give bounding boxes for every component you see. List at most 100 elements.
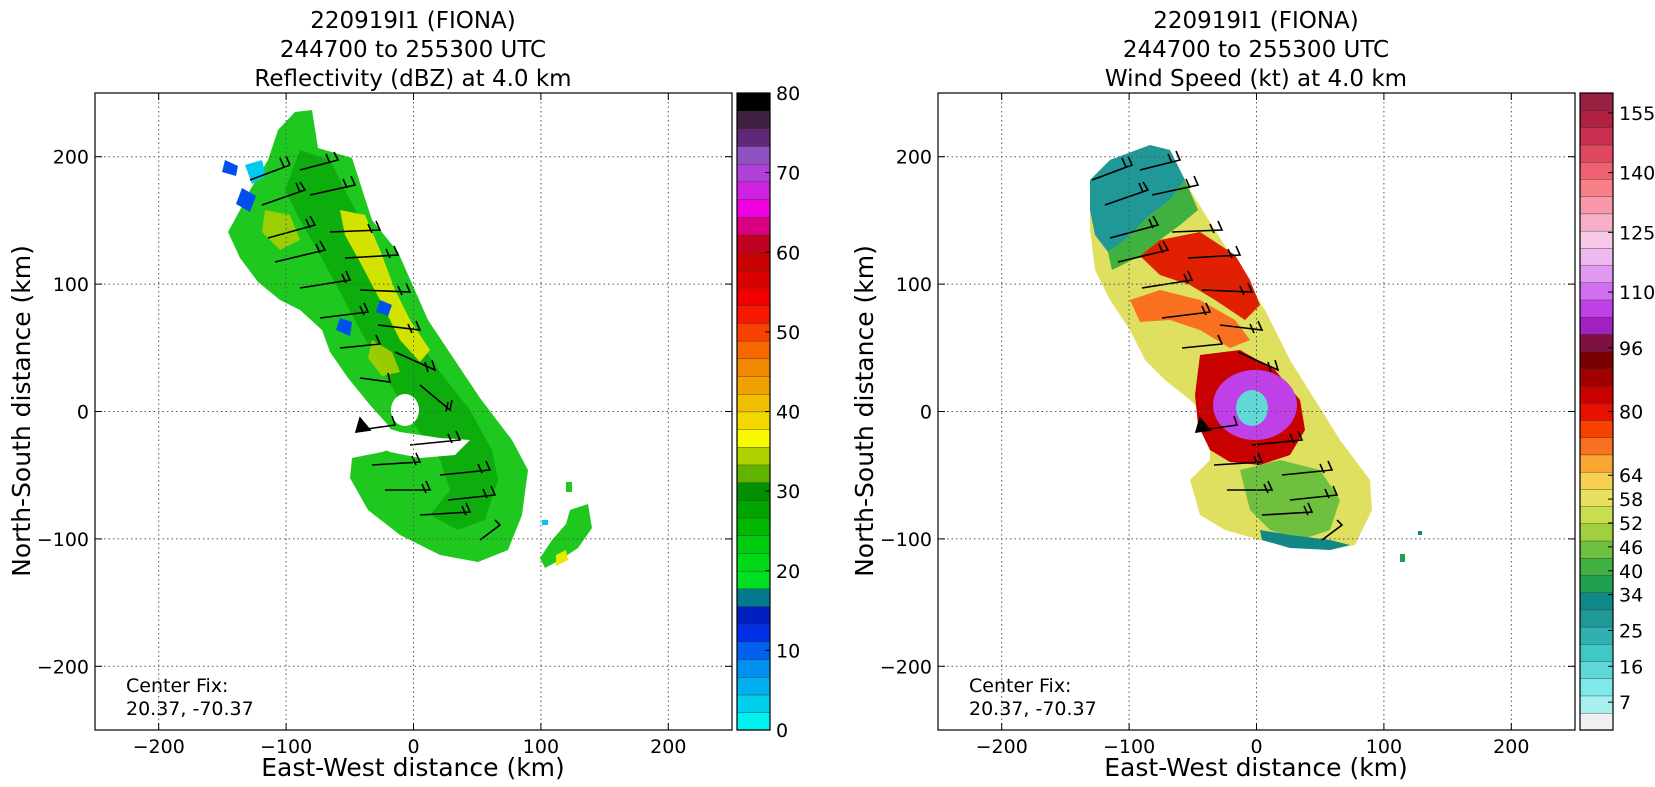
colorbar-segment: [736, 535, 771, 554]
reflectivity-high-2: [262, 210, 400, 376]
y-tick-label: 200: [53, 147, 89, 169]
colorbar-tick-label: 7: [1619, 692, 1631, 714]
y-tick-label: −200: [37, 656, 89, 678]
colorbar-tick-label: 70: [776, 163, 800, 185]
colorbar-segment: [1579, 557, 1614, 576]
wind-barbs: [1091, 150, 1344, 541]
colorbar-segment: [1579, 574, 1614, 593]
colorbar-segment: [736, 623, 771, 643]
colorbar-segment: [736, 464, 771, 483]
y-tick-label: 0: [77, 402, 89, 424]
colorbar-tick-label: 25: [1619, 620, 1643, 642]
panel-title-line-2: 244700 to 255300 UTC: [280, 37, 546, 63]
y-tick-label: −200: [880, 656, 932, 678]
colorbar-segment: [1579, 660, 1614, 679]
colorbar-segment: [1579, 385, 1614, 404]
colorbar-segment: [1579, 695, 1614, 714]
annotation-line-2: 20.37, -70.37: [126, 698, 254, 720]
colorbar-tick-label: 80: [1619, 402, 1643, 424]
colorbar-segment: [736, 588, 771, 607]
colorbar-segment: [736, 287, 771, 306]
eye-gap: [360, 420, 470, 458]
colorbar-tick-label: 20: [776, 561, 800, 583]
reflectivity-speck: [566, 482, 572, 492]
colorbar-segment: [736, 252, 771, 271]
colorbar-segment: [1579, 247, 1614, 266]
y-tick-label: 100: [896, 274, 932, 296]
colorbar-tick-label: 40: [776, 402, 800, 424]
wind-barbs: [249, 151, 502, 541]
x-axis-label: East-West distance (km): [261, 753, 565, 782]
colorbar-segment: [736, 340, 771, 360]
colorbar-segment: [736, 92, 771, 112]
colorbar-tick-label: 64: [1619, 465, 1643, 487]
colorbar-segment: [1579, 230, 1614, 249]
y-tick-label: 0: [920, 402, 932, 424]
y-tick-label: −100: [880, 529, 932, 551]
colorbar-tick-label: 50: [776, 322, 800, 344]
wind-field: [1090, 145, 1422, 562]
colorbar-segment: [1579, 419, 1614, 438]
wind-core-inner: [1236, 390, 1268, 426]
x-tick-label: −100: [1103, 736, 1155, 758]
x-ticks: −200 −100 0 100 200: [133, 93, 686, 758]
colorbar-tick-label: 155: [1619, 103, 1655, 125]
wind-speck: [1400, 554, 1405, 562]
colorbar-segment: [1579, 437, 1614, 456]
annotation-line-1: Center Fix:: [126, 675, 228, 697]
panel-title-line-3: Wind Speed (kt) at 4.0 km: [1105, 66, 1407, 92]
reflectivity-cell-south-core: [556, 550, 568, 566]
colorbar-tick-label: 16: [1619, 656, 1643, 678]
colorbar-segment: [1579, 643, 1614, 662]
colorbar-segment: [1579, 626, 1614, 645]
reflectivity-speck: [542, 520, 548, 525]
colorbar-tick-label: 34: [1619, 585, 1643, 607]
y-tick-label: 100: [53, 274, 89, 296]
x-tick-label: −200: [133, 736, 185, 758]
y-ticks: −200 −100 0 100 200: [880, 147, 1575, 678]
y-tick-label: 200: [896, 147, 932, 169]
colorbar-segment: [1579, 196, 1614, 215]
panel-title-line-2: 244700 to 255300 UTC: [1123, 37, 1389, 63]
colorbar-segment: [736, 358, 771, 377]
x-tick-label: −200: [976, 736, 1028, 758]
colorbar-segment: [736, 393, 771, 413]
colorbar-segment: [736, 428, 771, 448]
panel-title-line-1: 220919I1 (FIONA): [1153, 8, 1359, 34]
colorbar-segment: [1579, 127, 1614, 146]
colorbar-segment: [1579, 213, 1614, 232]
colorbar-segment: [736, 676, 771, 696]
x-axis-label: East-West distance (km): [1104, 753, 1408, 782]
x-tick-label: 100: [523, 736, 559, 758]
colorbar-segment: [736, 517, 771, 536]
colorbar-segment: [1579, 161, 1614, 180]
colorbar-tick-label: 10: [776, 640, 800, 662]
reflectivity-cell-south: [540, 504, 592, 568]
reflectivity-band-dark: [285, 150, 498, 530]
colorbar-segment: [736, 181, 771, 200]
x-tick-label: 0: [1250, 736, 1262, 758]
colorbar-segment: [736, 570, 771, 590]
colorbar-tick-label: 46: [1619, 537, 1643, 559]
colorbar-segment: [1579, 316, 1614, 335]
colorbar-segment: [1579, 144, 1614, 163]
colorbar-segment: [736, 145, 771, 165]
colorbar-segment: [736, 694, 771, 713]
colorbar-segment: [736, 499, 771, 519]
colorbar-tick-label: 140: [1619, 163, 1655, 185]
colorbar-tick-label: 60: [776, 242, 800, 264]
panel-wind-speed: 220919I1 (FIONA) 244700 to 255300 UTC Wi…: [850, 8, 1655, 782]
colorbar-segment: [736, 375, 771, 395]
reflectivity-edge-cyan: [245, 160, 266, 184]
y-ticks: −200 −100 0 100 200: [37, 147, 732, 678]
colorbar-segment: [1579, 92, 1614, 111]
wind-band-teal-south: [1260, 530, 1350, 550]
colorbar-tick-label: 96: [1619, 338, 1643, 360]
colorbar-tick-label: 58: [1619, 489, 1643, 511]
y-tick-label: −100: [37, 529, 89, 551]
colorbar-segment: [1579, 368, 1614, 387]
colorbar-tick-label: 30: [776, 481, 800, 503]
colorbar-segment: [736, 446, 771, 466]
